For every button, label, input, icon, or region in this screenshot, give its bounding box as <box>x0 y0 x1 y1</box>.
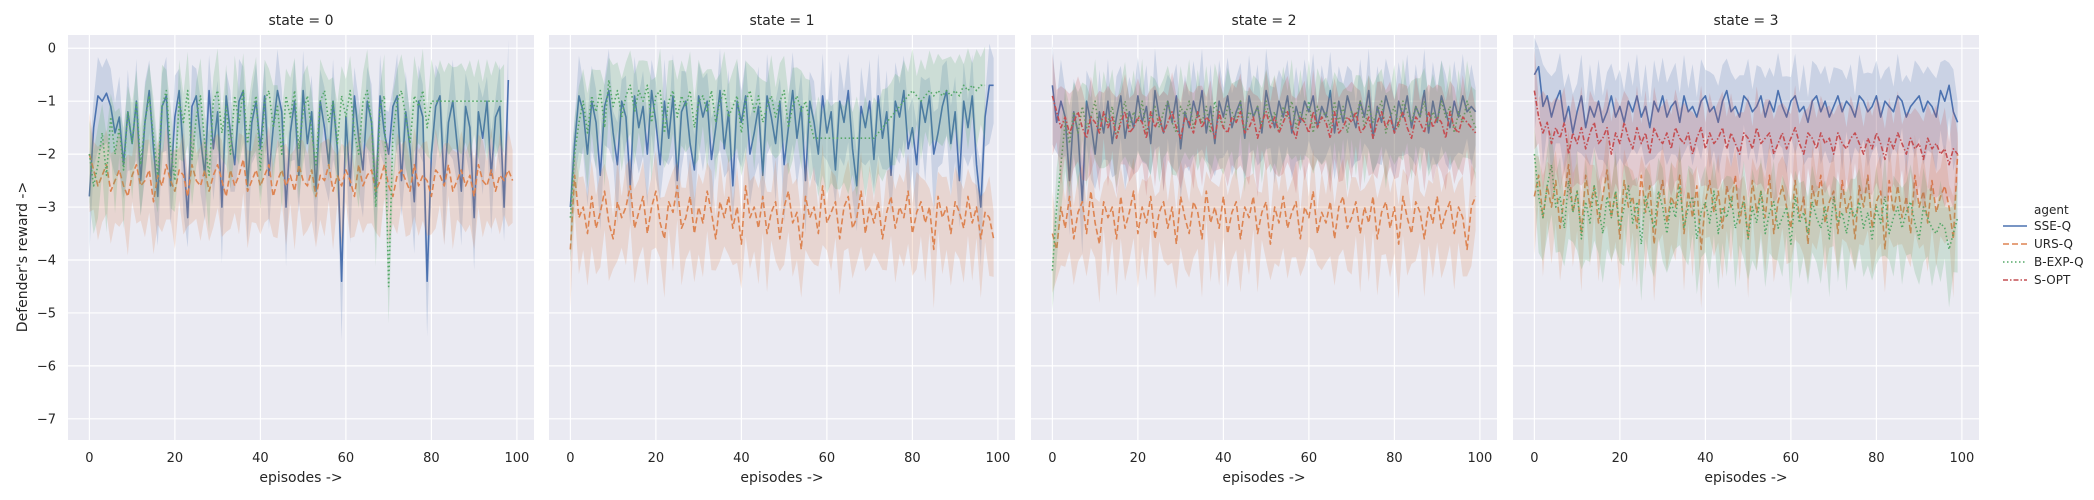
legend-label: SSE-Q <box>2034 219 2071 233</box>
panel-3: state = 2 episodes -> 0 20 40 60 80 100 <box>1031 13 1497 486</box>
x-tick-label: 100 <box>1467 451 1492 466</box>
panel-title: state = 2 <box>1231 13 1296 29</box>
series-line <box>1533 154 1959 251</box>
series-line <box>88 79 510 282</box>
series-line <box>88 153 514 203</box>
confidence-band <box>570 43 994 267</box>
confidence-band <box>570 46 986 262</box>
x-axis-label: episodes -> <box>1222 470 1305 486</box>
confidence-band <box>1534 37 1958 188</box>
x-tick-label: 60 <box>819 451 836 466</box>
x-tick-label: 20 <box>648 451 665 466</box>
panel-background <box>549 35 1015 440</box>
x-tick-label: 60 <box>1301 451 1318 466</box>
confidence-band <box>1534 48 1958 214</box>
legend-label: URS-Q <box>2034 237 2073 251</box>
panel-4: state = 3 episodes -> 0 20 40 60 80 100 <box>1513 13 1979 486</box>
x-tick-label: 40 <box>252 451 269 466</box>
x-tick-label: 60 <box>1783 451 1800 466</box>
legend-item-s-opt: S-OPT <box>2003 273 2071 287</box>
y-tick-label: −1 <box>37 95 56 110</box>
x-tick-label: 80 <box>1386 451 1403 466</box>
x-axis-label: episodes -> <box>259 470 342 486</box>
panel-background <box>68 35 534 440</box>
x-tick-label: 80 <box>1868 451 1885 466</box>
x-tick-label: 0 <box>1048 451 1056 466</box>
x-tick-label: 20 <box>167 451 184 466</box>
x-tick-label: 80 <box>423 451 440 466</box>
series-line <box>569 79 986 218</box>
x-tick-label: 100 <box>985 451 1010 466</box>
panel-1: state = 0 episodes -> 0 20 40 60 80 100 0 −1 −2 −3 −… <box>37 13 534 486</box>
facet-grid: state = 0 episodes -> 0 20 40 60 80 100 0 −1 −2 −3 −… <box>37 13 1979 486</box>
legend-title: agent <box>2034 203 2069 217</box>
x-tick-label: 100 <box>504 451 529 466</box>
y-axis-label: Defender's reward -> <box>15 182 31 332</box>
panel-title: state = 3 <box>1713 13 1778 29</box>
confidence-band <box>1052 58 1476 311</box>
y-tick-label: 0 <box>48 42 56 57</box>
series-b-exp-q <box>1533 128 1959 308</box>
legend-item-sse-q: SSE-Q <box>2003 219 2071 233</box>
x-tick-label: 0 <box>85 451 93 466</box>
x-tick-label: 60 <box>338 451 355 466</box>
confidence-band <box>89 112 513 256</box>
confidence-band <box>89 39 509 341</box>
series-line <box>1533 154 1959 251</box>
series-sse-q <box>88 39 510 341</box>
panel-background <box>1513 35 1979 440</box>
panel-2: state = 1 episodes -> 0 20 40 60 80 100 <box>549 13 1015 486</box>
series-s-opt <box>1051 53 1477 198</box>
panel-title: state = 0 <box>268 13 333 29</box>
legend: agent SSE-Q URS-Q B-EXP-Q S-OPT <box>2003 203 2084 287</box>
y-tick-label: −4 <box>37 254 56 269</box>
x-tick-label: 0 <box>566 451 574 466</box>
x-tick-label: 20 <box>1130 451 1147 466</box>
series-line <box>569 174 995 251</box>
confidence-band <box>1052 148 1476 304</box>
series-line <box>1051 190 1477 251</box>
series-line <box>1533 90 1959 166</box>
x-axis-label: episodes -> <box>1704 470 1787 486</box>
y-tick-label: −7 <box>37 412 56 427</box>
series-line <box>569 84 994 208</box>
series-b-exp-q <box>1051 58 1477 311</box>
x-axis-label: episodes -> <box>740 470 823 486</box>
series-sse-q <box>1533 37 1959 188</box>
legend-item-urs-q: URS-Q <box>2003 237 2073 251</box>
y-tick-label: −3 <box>37 201 56 216</box>
series-line <box>88 89 505 288</box>
legend-label: S-OPT <box>2034 273 2071 287</box>
series-urs-q <box>569 143 995 309</box>
confidence-band <box>570 143 994 309</box>
legend-label: B-EXP-Q <box>2034 255 2084 269</box>
x-tick-label: 80 <box>904 451 921 466</box>
series-sse-q <box>569 43 994 267</box>
series-urs-q <box>88 112 514 256</box>
x-tick-label: 40 <box>1697 451 1714 466</box>
x-tick-label: 40 <box>1215 451 1232 466</box>
legend-item-b-exp-q: B-EXP-Q <box>2003 255 2084 269</box>
x-tick-label: 20 <box>1612 451 1629 466</box>
panel-title: state = 1 <box>749 13 814 29</box>
series-line <box>1533 65 1959 134</box>
y-tick-label: −6 <box>37 359 56 374</box>
x-tick-label: 0 <box>1530 451 1538 466</box>
series-urs-q <box>1051 148 1477 304</box>
series-b-exp-q <box>569 46 986 262</box>
x-tick-label: 100 <box>1949 451 1974 466</box>
series-s-opt <box>1533 48 1959 214</box>
y-tick-label: −2 <box>37 148 56 163</box>
series-b-exp-q <box>88 48 505 324</box>
confidence-band <box>1052 53 1476 198</box>
confidence-band <box>89 48 505 324</box>
x-tick-label: 40 <box>733 451 750 466</box>
series-line <box>1051 95 1477 140</box>
y-tick-label: −5 <box>37 306 56 321</box>
